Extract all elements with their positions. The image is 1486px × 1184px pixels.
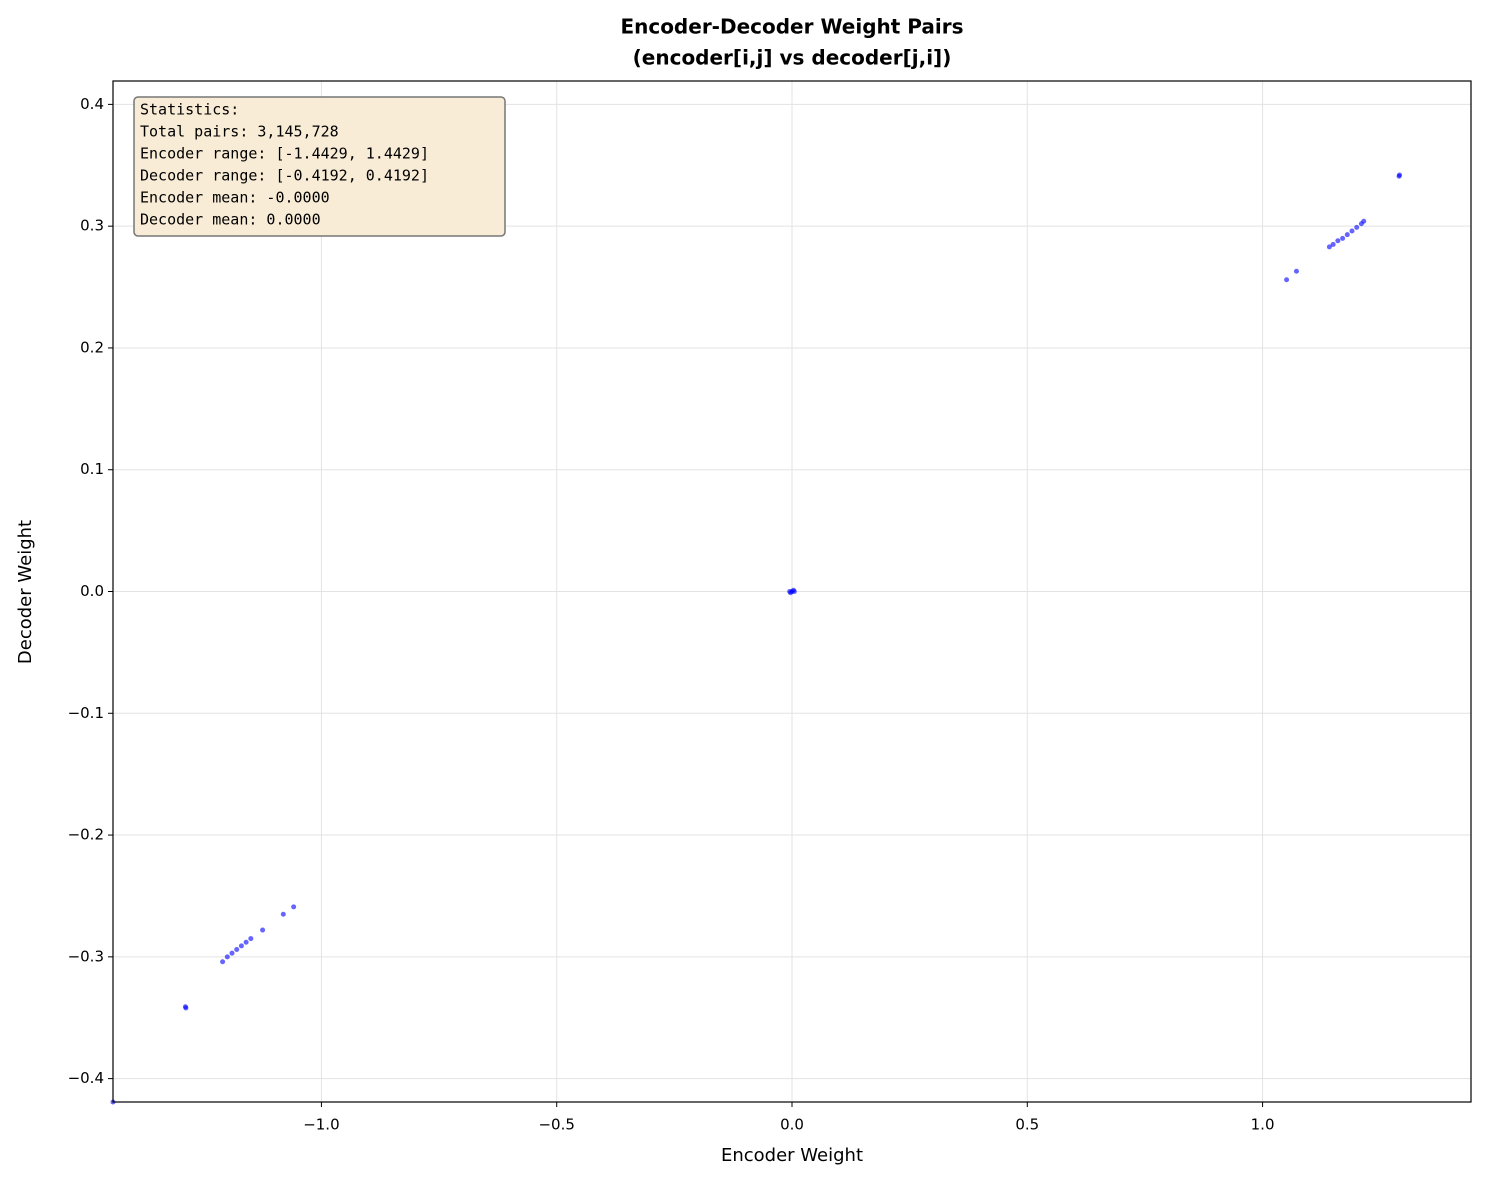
y-tick-label: −0.1 xyxy=(68,704,104,722)
stats-line: Decoder mean: 0.0000 xyxy=(140,211,321,229)
x-tick-label: 0.0 xyxy=(780,1116,804,1134)
plot-frame xyxy=(112,80,1472,1103)
point xyxy=(234,947,240,953)
x-tick-label: −1.0 xyxy=(303,1116,339,1134)
y-tick-label: −0.2 xyxy=(68,826,104,844)
stats-line: Encoder range: [-1.4429, 1.4429] xyxy=(140,145,429,163)
y-tick-label: 0.4 xyxy=(80,95,104,113)
x-tick-label: 1.0 xyxy=(1251,1116,1275,1134)
y-tick-label: 0.1 xyxy=(80,460,104,478)
y-tick-label: 0.0 xyxy=(80,582,104,600)
chart-title: Encoder-Decoder Weight Pairs xyxy=(620,15,963,39)
point xyxy=(1330,241,1336,247)
point xyxy=(1326,244,1332,250)
chart-subtitle: (encoder[i,j] vs decoder[j,i]) xyxy=(633,46,952,70)
point xyxy=(1344,232,1350,238)
point xyxy=(220,959,226,965)
point xyxy=(260,927,266,933)
y-tick-label: −0.4 xyxy=(68,1069,104,1087)
point xyxy=(248,936,254,942)
y-tick-label: 0.2 xyxy=(80,338,104,356)
point xyxy=(280,911,286,917)
y-tick-label: 0.3 xyxy=(80,217,104,235)
point xyxy=(1293,268,1299,274)
point xyxy=(291,904,297,910)
point xyxy=(1335,238,1341,244)
stats-line: Encoder mean: -0.0000 xyxy=(140,189,330,207)
point xyxy=(1396,173,1402,179)
stats-line: Total pairs: 3,145,728 xyxy=(140,123,339,141)
point xyxy=(1284,277,1290,283)
x-axis-label: Encoder Weight xyxy=(721,1145,863,1166)
point xyxy=(1340,235,1346,241)
stats-box xyxy=(133,96,506,237)
point xyxy=(1354,224,1360,230)
point xyxy=(1361,218,1367,224)
stats-line: Statistics: xyxy=(140,101,239,119)
point xyxy=(224,954,230,960)
point xyxy=(788,590,794,596)
x-tick-label: 0.5 xyxy=(1015,1116,1039,1134)
point xyxy=(229,950,235,956)
point xyxy=(1349,228,1355,234)
point xyxy=(243,939,249,945)
y-tick-label: −0.3 xyxy=(68,947,104,965)
point xyxy=(183,1005,189,1011)
stats-line: Decoder range: [-0.4192, 0.4192] xyxy=(140,167,429,185)
point xyxy=(238,943,244,949)
y-axis-label: Decoder Weight xyxy=(15,520,36,664)
x-tick-label: −0.5 xyxy=(538,1116,574,1134)
